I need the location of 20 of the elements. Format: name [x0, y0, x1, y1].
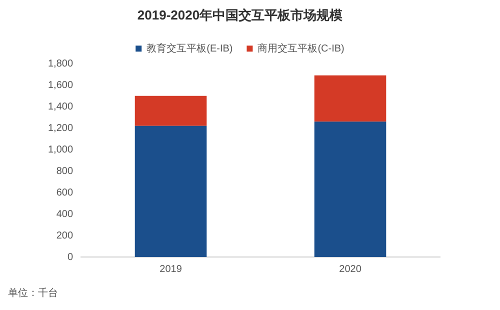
bar — [314, 122, 386, 257]
y-tick-label: 1,200 — [48, 122, 74, 134]
x-tick-label: 2020 — [339, 264, 362, 275]
y-tick-label: 1,800 — [48, 58, 74, 70]
legend-label: 商用交互平板(C-IB) — [258, 42, 344, 54]
x-tick-label: 2019 — [160, 264, 182, 275]
y-tick-label: 400 — [56, 208, 74, 220]
legend-label: 教育交互平板(E-IB) — [146, 42, 233, 54]
y-tick-label: 1,600 — [48, 80, 74, 91]
chart-title: 2019-2020年中国交互平板市场规模 — [137, 7, 343, 22]
bar — [134, 96, 207, 126]
text: 单位：千台 — [8, 286, 58, 300]
y-tick-label: 0 — [67, 252, 74, 263]
y-tick-label: 1,000 — [48, 144, 74, 156]
y-tick-label: 1,400 — [48, 101, 74, 112]
y-tick-label: 600 — [56, 187, 74, 198]
y-tick-label: 800 — [56, 166, 74, 177]
y-tick-label: 200 — [56, 230, 74, 242]
bar — [314, 75, 386, 122]
bar — [134, 126, 207, 257]
